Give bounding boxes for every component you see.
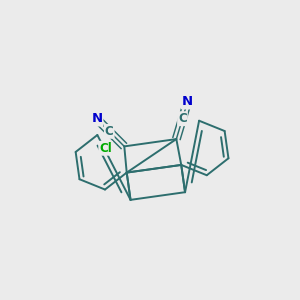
- Text: C: C: [105, 125, 114, 138]
- Text: C: C: [178, 112, 187, 125]
- Text: N: N: [91, 112, 102, 125]
- Text: N: N: [182, 95, 193, 108]
- Text: Cl: Cl: [99, 142, 112, 155]
